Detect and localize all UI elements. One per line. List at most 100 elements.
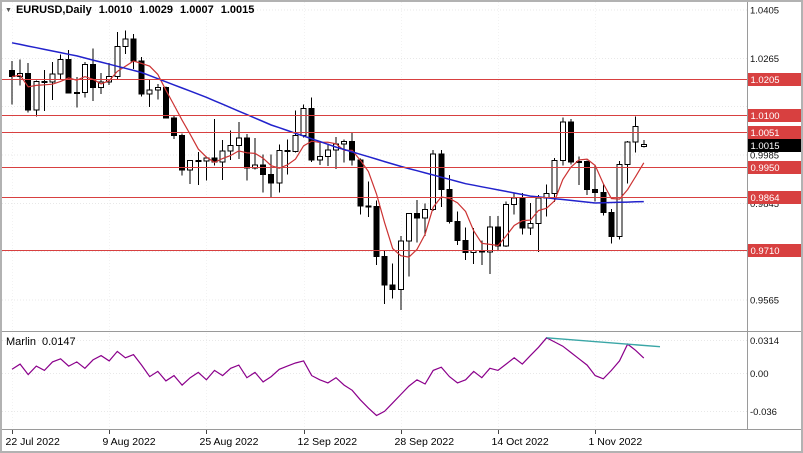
candle-body (462, 239, 469, 253)
candle-body (389, 284, 396, 291)
price-axis-label: 0.9845 (750, 199, 779, 210)
moving-average-slow (11, 42, 644, 204)
candle-body (162, 86, 169, 119)
candle-body (608, 212, 615, 237)
indicator-header: Marlin 0.0147 (6, 336, 76, 348)
candle-body (316, 156, 323, 161)
candle-body (567, 121, 574, 163)
price-level-badge (748, 244, 802, 257)
candle-body (519, 197, 526, 229)
candle-body (324, 149, 331, 158)
indicator-axis-label: 0.0314 (750, 336, 779, 347)
price-axis-label: 0.9565 (750, 296, 779, 307)
candle-body (49, 73, 56, 83)
candle-body (584, 161, 591, 191)
indicator-trendline[interactable] (546, 337, 661, 348)
price-axis-label: 1.0265 (750, 54, 779, 65)
price-level-badge (748, 109, 802, 122)
candle-body (640, 144, 647, 147)
candle-body (9, 69, 15, 78)
candle-body (154, 86, 161, 91)
candle-body (203, 157, 210, 162)
price-level-badge-label: 1.0205 (751, 75, 780, 86)
price-axis-label: 1.0405 (750, 6, 779, 17)
current-price-badge-label: 1.0015 (751, 141, 780, 152)
candle-body (57, 58, 64, 75)
chart-symbol-timeframe: EURUSD,Daily (15, 4, 92, 16)
candle-body (308, 107, 315, 161)
candle-body (405, 213, 412, 242)
candle-body (146, 89, 153, 95)
candle-body (616, 163, 623, 237)
ohlc-close: 1.0015 (220, 4, 255, 16)
date-axis-label: 22 Jul 2022 (6, 436, 60, 448)
candle-body (73, 92, 80, 95)
candle-body (373, 205, 380, 257)
date-axis-label: 14 Oct 2022 (492, 436, 549, 448)
candle-body (268, 174, 275, 184)
candle-body (486, 226, 493, 253)
date-axis-label: 1 Nov 2022 (589, 436, 643, 448)
candle-body (559, 121, 566, 162)
date-axis-label: 25 Aug 2022 (200, 436, 259, 448)
candle-body (503, 204, 510, 247)
candle-body (130, 38, 137, 62)
candle-body (260, 164, 267, 176)
candle-body (551, 160, 558, 194)
indicator-axis-label: -0.036 (750, 407, 777, 418)
indicator-axis-label: 0.00 (750, 369, 769, 380)
candle-body (592, 189, 599, 193)
candle-body (187, 160, 194, 171)
candle-body (33, 80, 40, 111)
price-level-badge (748, 161, 802, 174)
ohlc-open: 1.0010 (98, 4, 133, 16)
candle-body (284, 150, 291, 153)
candle-body (397, 240, 404, 291)
date-axis-label: 28 Sep 2022 (395, 436, 455, 448)
candle-body (195, 160, 202, 163)
candle-body (527, 223, 534, 229)
candle-body (300, 107, 307, 137)
candle-body (438, 153, 445, 191)
candle-body (632, 125, 639, 143)
candle-body (98, 81, 105, 88)
candle-body (227, 144, 234, 152)
candle-body (138, 60, 145, 95)
candle-body (25, 73, 32, 111)
candle-body (430, 153, 437, 211)
date-axis-label: 9 Aug 2022 (103, 436, 156, 448)
candle-body (381, 256, 388, 286)
candle-body (414, 213, 420, 219)
indicator-value: 0.0147 (41, 336, 76, 348)
candle-body (454, 220, 461, 241)
candle-body (171, 117, 177, 136)
candle-body (276, 150, 283, 184)
ohlc-low: 1.0007 (180, 4, 214, 16)
current-price-badge (748, 139, 802, 152)
price-level-badge-label: 1.0051 (751, 128, 780, 139)
price-level-badge (748, 191, 802, 204)
price-level-badge-label: 1.0100 (751, 111, 780, 122)
price-level-badge (748, 73, 802, 86)
candle-body (179, 134, 186, 171)
price-level-badge-label: 0.9950 (751, 163, 780, 174)
candle-body (81, 64, 88, 94)
candle-body (90, 64, 96, 88)
price-level-badge-label: 0.9710 (751, 246, 780, 257)
candle-body (422, 209, 429, 219)
ohlc-high: 1.0029 (139, 4, 174, 16)
candle-body (341, 141, 348, 145)
candle-body (511, 197, 518, 206)
date-axis-label: 12 Sep 2022 (298, 436, 358, 448)
price-level-badge-label: 0.9864 (751, 193, 780, 204)
candle-body (65, 58, 72, 94)
candle-body (235, 137, 242, 146)
chart-header: ▼ EURUSD,Daily 1.0010 1.0029 1.0007 1.00… (5, 4, 254, 16)
candle-body (122, 38, 129, 48)
price-axis-label: 0.9985 (750, 151, 779, 162)
candle-body (41, 80, 48, 83)
candle-body (357, 159, 364, 207)
